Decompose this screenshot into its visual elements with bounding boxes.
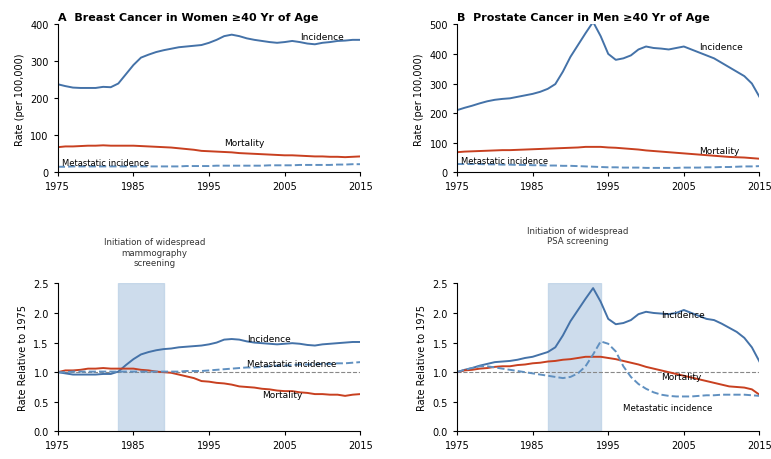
Text: Incidence: Incidence — [662, 310, 705, 319]
Text: Incidence: Incidence — [247, 334, 291, 343]
Text: Mortality: Mortality — [662, 373, 702, 381]
Y-axis label: Rate (per 100,000): Rate (per 100,000) — [414, 53, 424, 145]
Y-axis label: Rate (per 100,000): Rate (per 100,000) — [15, 53, 25, 145]
Text: Mortality: Mortality — [262, 390, 302, 399]
Text: B  Prostate Cancer in Men ≥40 Yr of Age: B Prostate Cancer in Men ≥40 Yr of Age — [457, 13, 710, 23]
Text: Initiation of widespread
PSA screening: Initiation of widespread PSA screening — [527, 226, 628, 246]
Text: Metastatic incidence: Metastatic incidence — [623, 403, 712, 412]
Text: Mortality: Mortality — [699, 146, 739, 156]
Text: Incidence: Incidence — [300, 33, 344, 42]
Text: Metastatic incidence: Metastatic incidence — [62, 159, 149, 168]
Y-axis label: Rate Relative to 1975: Rate Relative to 1975 — [417, 305, 427, 410]
Bar — [547, 284, 601, 431]
Text: Incidence: Incidence — [699, 43, 742, 52]
Text: A  Breast Cancer in Women ≥40 Yr of Age: A Breast Cancer in Women ≥40 Yr of Age — [58, 13, 318, 23]
Bar — [118, 284, 163, 431]
Y-axis label: Rate Relative to 1975: Rate Relative to 1975 — [18, 305, 28, 410]
Text: Initiation of widespread
mammography
screening: Initiation of widespread mammography scr… — [104, 238, 205, 268]
Text: Metastatic incidence: Metastatic incidence — [247, 359, 336, 369]
Text: Metastatic incidence: Metastatic incidence — [461, 157, 548, 166]
Text: Mortality: Mortality — [224, 139, 264, 148]
